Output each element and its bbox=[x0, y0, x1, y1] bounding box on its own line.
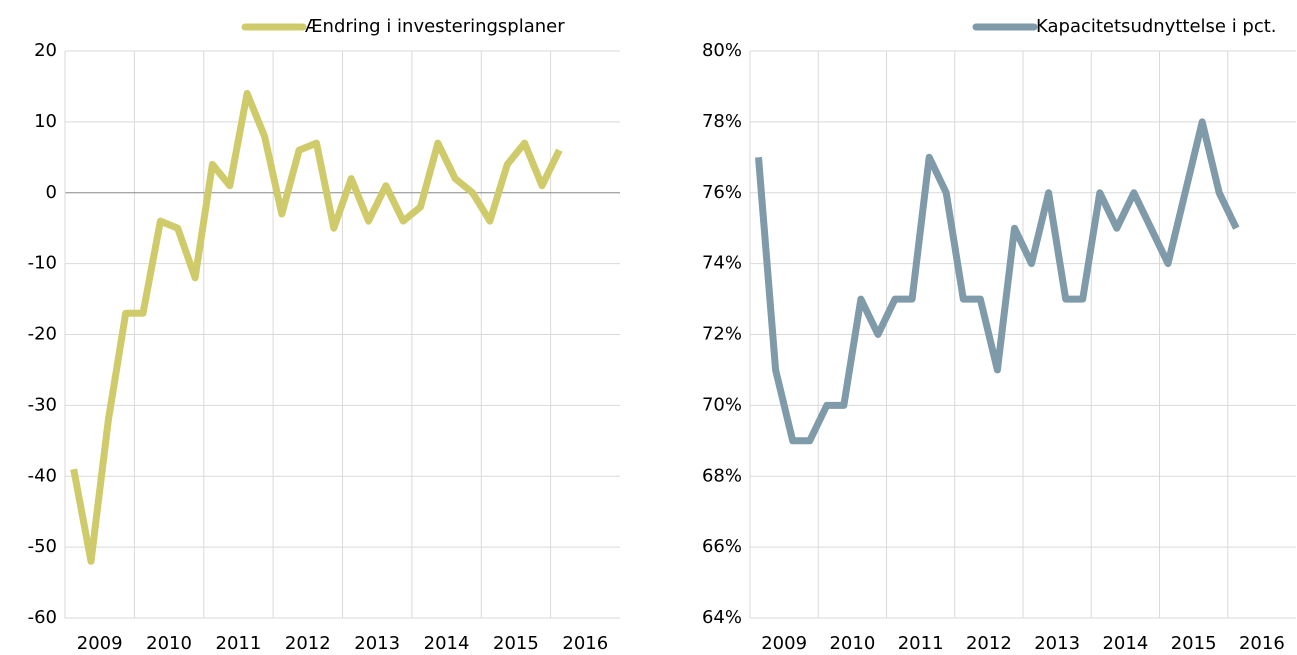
legend-label: Ændring i investeringsplaner bbox=[305, 16, 565, 37]
y-tick-label: 66% bbox=[702, 536, 742, 557]
y-tick-label: 64% bbox=[702, 607, 742, 628]
x-tick-label: 2014 bbox=[424, 633, 470, 654]
y-tick-label: 74% bbox=[702, 253, 742, 274]
x-tick-label: 2015 bbox=[1171, 633, 1217, 654]
x-tick-label: 2010 bbox=[146, 633, 192, 654]
y-tick-label: -60 bbox=[28, 607, 57, 628]
y-tick-label: 70% bbox=[702, 394, 742, 415]
y-tick-label: 78% bbox=[702, 111, 742, 132]
y-tick-label: 0 bbox=[46, 182, 57, 203]
y-tick-label: 72% bbox=[702, 324, 742, 345]
x-tick-label: 2013 bbox=[1034, 633, 1080, 654]
y-tick-label: -40 bbox=[28, 465, 57, 486]
y-tick-label: 68% bbox=[702, 465, 742, 486]
x-tick-label: 2010 bbox=[829, 633, 875, 654]
y-tick-label: -10 bbox=[28, 253, 57, 274]
x-tick-label: 2016 bbox=[562, 633, 608, 654]
series-line bbox=[755, 118, 1240, 445]
y-tick-label: 76% bbox=[702, 182, 742, 203]
x-tick-label: 2015 bbox=[493, 633, 539, 654]
x-tick-label: 2013 bbox=[354, 633, 400, 654]
x-tick-label: 2016 bbox=[1239, 633, 1285, 654]
x-tick-label: 2009 bbox=[761, 633, 807, 654]
y-tick-label: 10 bbox=[34, 111, 57, 132]
y-tick-label: 80% bbox=[702, 40, 742, 61]
y-tick-label: -20 bbox=[28, 324, 57, 345]
x-tick-label: 2014 bbox=[1102, 633, 1148, 654]
x-tick-label: 2011 bbox=[216, 633, 262, 654]
x-tick-label: 2011 bbox=[898, 633, 944, 654]
x-tick-label: 2012 bbox=[966, 633, 1012, 654]
y-tick-label: -30 bbox=[28, 394, 57, 415]
x-tick-label: 2012 bbox=[285, 633, 331, 654]
y-tick-label: -50 bbox=[28, 536, 57, 557]
y-tick-label: 20 bbox=[34, 40, 57, 61]
series-line bbox=[70, 90, 563, 565]
legend-label: Kapacitetsudnyttelse i pct. bbox=[1036, 16, 1277, 37]
x-tick-label: 2009 bbox=[77, 633, 123, 654]
